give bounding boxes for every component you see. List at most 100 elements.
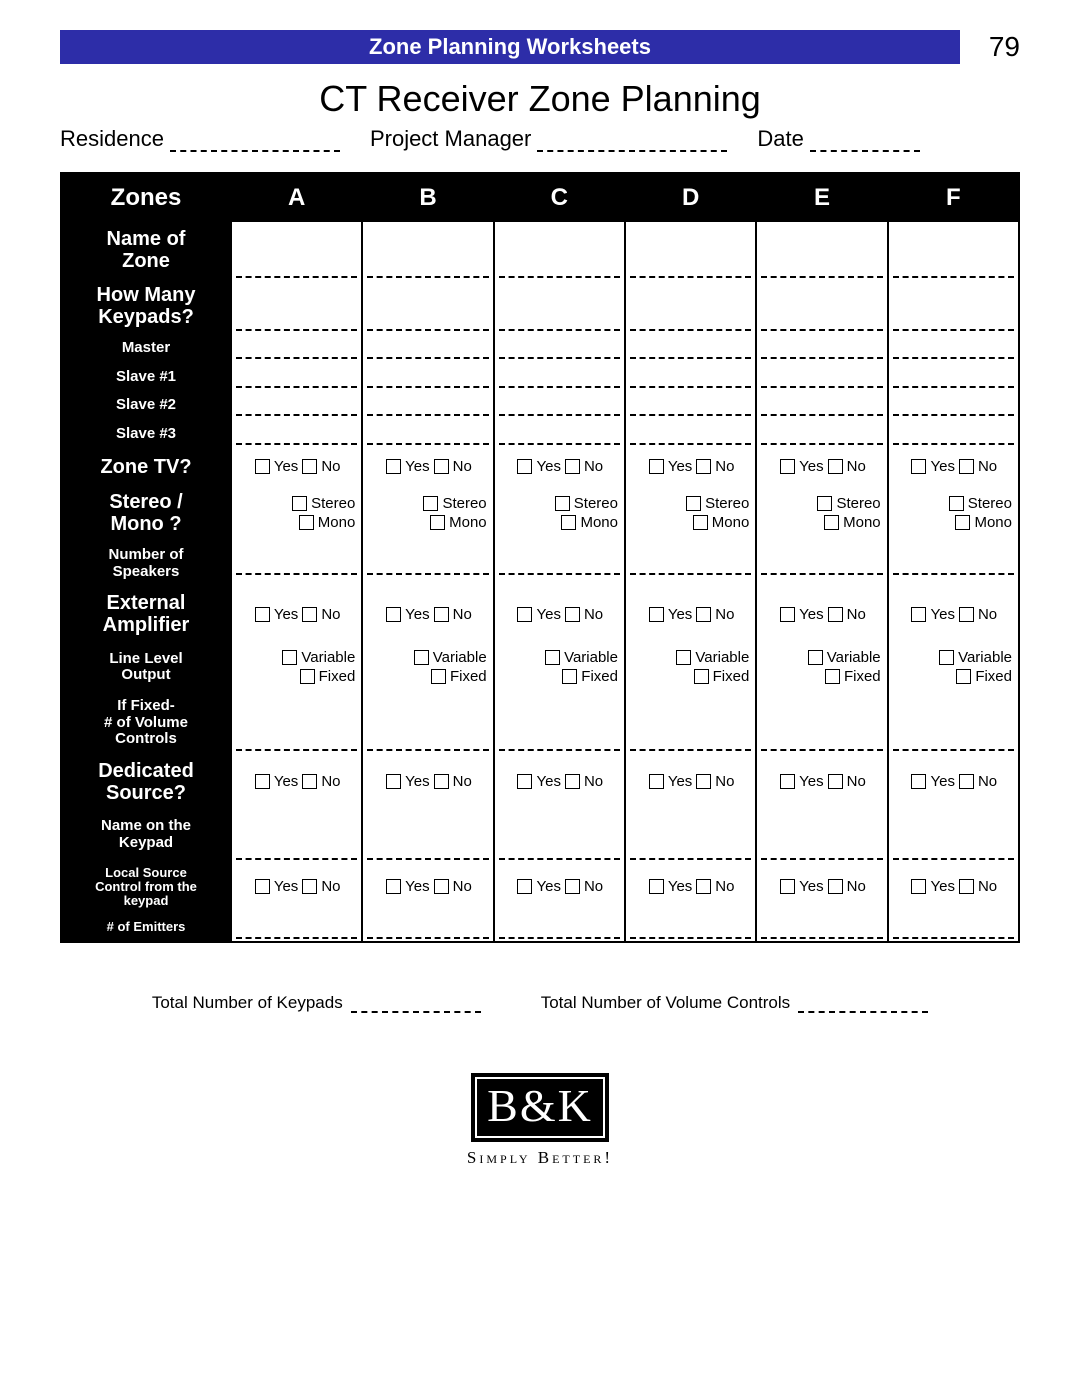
yes-checkbox[interactable]: [780, 879, 795, 894]
blank-cell[interactable]: [756, 914, 887, 941]
yes-no-cell[interactable]: YesNo: [625, 754, 756, 810]
opt-b-checkbox[interactable]: [693, 515, 708, 530]
opt-b-checkbox[interactable]: [824, 515, 839, 530]
opt-a-checkbox[interactable]: [817, 496, 832, 511]
opt-a-checkbox[interactable]: [555, 496, 570, 511]
yes-checkbox[interactable]: [780, 774, 795, 789]
blank-cell[interactable]: [362, 541, 493, 586]
yes-no-cell[interactable]: YesNo: [362, 754, 493, 810]
opt-b-checkbox[interactable]: [825, 669, 840, 684]
yes-no-cell[interactable]: YesNo: [625, 448, 756, 485]
yes-checkbox[interactable]: [255, 459, 270, 474]
yes-checkbox[interactable]: [911, 459, 926, 474]
yes-no-cell[interactable]: YesNo: [494, 754, 625, 810]
opt-b-checkbox[interactable]: [562, 669, 577, 684]
blank-cell[interactable]: [494, 692, 625, 754]
yes-no-cell[interactable]: YesNo: [494, 860, 625, 915]
no-checkbox[interactable]: [828, 774, 843, 789]
yes-checkbox[interactable]: [386, 879, 401, 894]
option-cell[interactable]: VariableFixed: [625, 642, 756, 692]
yes-no-cell[interactable]: YesNo: [231, 586, 362, 642]
blank-cell[interactable]: [362, 391, 493, 420]
opt-b-checkbox[interactable]: [694, 669, 709, 684]
option-cell[interactable]: VariableFixed: [756, 642, 887, 692]
opt-b-checkbox[interactable]: [299, 515, 314, 530]
yes-no-cell[interactable]: YesNo: [756, 448, 887, 485]
option-cell[interactable]: StereoMono: [494, 485, 625, 541]
blank-cell[interactable]: [756, 541, 887, 586]
yes-no-cell[interactable]: YesNo: [756, 754, 887, 810]
no-checkbox[interactable]: [959, 774, 974, 789]
no-checkbox[interactable]: [828, 879, 843, 894]
opt-b-checkbox[interactable]: [955, 515, 970, 530]
yes-checkbox[interactable]: [649, 459, 664, 474]
yes-checkbox[interactable]: [255, 607, 270, 622]
blank-cell[interactable]: [625, 692, 756, 754]
blank-cell[interactable]: [494, 278, 625, 334]
no-checkbox[interactable]: [434, 774, 449, 789]
blank-cell[interactable]: [231, 692, 362, 754]
blank-cell[interactable]: [756, 391, 887, 420]
blank-cell[interactable]: [888, 222, 1019, 278]
option-cell[interactable]: StereoMono: [231, 485, 362, 541]
blank-cell[interactable]: [494, 222, 625, 278]
no-checkbox[interactable]: [565, 879, 580, 894]
blank-cell[interactable]: [888, 692, 1019, 754]
opt-a-checkbox[interactable]: [949, 496, 964, 511]
opt-b-checkbox[interactable]: [430, 515, 445, 530]
blank-cell[interactable]: [231, 334, 362, 363]
yes-no-cell[interactable]: YesNo: [888, 754, 1019, 810]
yes-checkbox[interactable]: [517, 607, 532, 622]
yes-no-cell[interactable]: YesNo: [494, 586, 625, 642]
yes-checkbox[interactable]: [386, 459, 401, 474]
yes-no-cell[interactable]: YesNo: [362, 448, 493, 485]
no-checkbox[interactable]: [565, 607, 580, 622]
blank-cell[interactable]: [756, 420, 887, 449]
no-checkbox[interactable]: [434, 607, 449, 622]
no-checkbox[interactable]: [565, 459, 580, 474]
blank-cell[interactable]: [231, 391, 362, 420]
yes-no-cell[interactable]: YesNo: [231, 860, 362, 915]
yes-checkbox[interactable]: [911, 879, 926, 894]
no-checkbox[interactable]: [434, 879, 449, 894]
blank-cell[interactable]: [756, 222, 887, 278]
no-checkbox[interactable]: [696, 607, 711, 622]
blank-cell[interactable]: [494, 334, 625, 363]
date-blank[interactable]: [810, 132, 920, 152]
blank-cell[interactable]: [362, 692, 493, 754]
yes-checkbox[interactable]: [780, 459, 795, 474]
blank-cell[interactable]: [231, 363, 362, 392]
opt-a-checkbox[interactable]: [676, 650, 691, 665]
blank-cell[interactable]: [231, 541, 362, 586]
no-checkbox[interactable]: [302, 459, 317, 474]
blank-cell[interactable]: [494, 914, 625, 941]
blank-cell[interactable]: [231, 914, 362, 941]
no-checkbox[interactable]: [302, 607, 317, 622]
opt-b-checkbox[interactable]: [431, 669, 446, 684]
option-cell[interactable]: VariableFixed: [231, 642, 362, 692]
opt-b-checkbox[interactable]: [956, 669, 971, 684]
option-cell[interactable]: StereoMono: [625, 485, 756, 541]
opt-b-checkbox[interactable]: [561, 515, 576, 530]
blank-cell[interactable]: [625, 278, 756, 334]
blank-cell[interactable]: [625, 420, 756, 449]
yes-checkbox[interactable]: [255, 879, 270, 894]
option-cell[interactable]: StereoMono: [756, 485, 887, 541]
no-checkbox[interactable]: [959, 607, 974, 622]
blank-cell[interactable]: [756, 278, 887, 334]
yes-checkbox[interactable]: [386, 607, 401, 622]
blank-cell[interactable]: [494, 363, 625, 392]
yes-no-cell[interactable]: YesNo: [888, 586, 1019, 642]
yes-no-cell[interactable]: YesNo: [888, 448, 1019, 485]
no-checkbox[interactable]: [696, 879, 711, 894]
blank-cell[interactable]: [362, 914, 493, 941]
blank-cell[interactable]: [625, 222, 756, 278]
yes-no-cell[interactable]: YesNo: [625, 586, 756, 642]
blank-cell[interactable]: [231, 420, 362, 449]
yes-no-cell[interactable]: YesNo: [625, 860, 756, 915]
blank-cell[interactable]: [888, 541, 1019, 586]
blank-cell[interactable]: [494, 541, 625, 586]
yes-checkbox[interactable]: [517, 774, 532, 789]
yes-checkbox[interactable]: [649, 774, 664, 789]
blank-cell[interactable]: [231, 278, 362, 334]
